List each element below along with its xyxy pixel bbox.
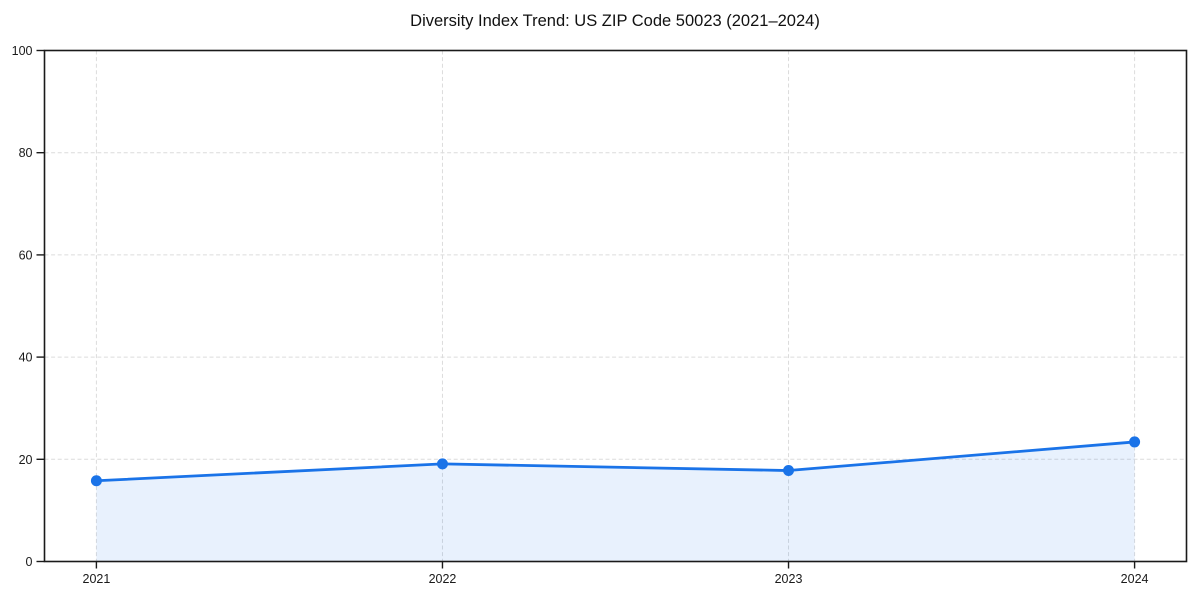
x-tick-label: 2021 [83,572,111,586]
data-point-marker [90,475,102,487]
marker-layer [90,436,1141,487]
trend-polyline [95,440,1136,483]
area-region [96,441,1135,562]
plot-border [43,49,1188,563]
area-fill-layer [96,441,1135,562]
tick-label-layer: 2021 2022 2023 2024 0 20 40 60 80 100 [12,44,1149,586]
y-tick-label: 80 [19,146,33,160]
chart-title: Diversity Index Trend: US ZIP Code 50023… [410,12,820,30]
data-point-marker [783,465,795,477]
data-point-marker [1129,436,1141,448]
x-tick-label: 2022 [429,572,457,586]
y-tick-label: 40 [19,351,33,365]
data-point-marker [436,458,448,470]
y-tick-label: 20 [19,453,33,467]
x-tick-label: 2023 [775,572,803,586]
trend-line-layer [95,440,1136,483]
y-tick-label: 0 [26,555,33,569]
tick-mark-layer [36,49,1136,569]
axes-layer [43,49,1188,563]
y-tick-label: 60 [19,248,33,262]
x-tick-label: 2024 [1121,572,1149,586]
y-tick-label: 100 [12,44,33,58]
